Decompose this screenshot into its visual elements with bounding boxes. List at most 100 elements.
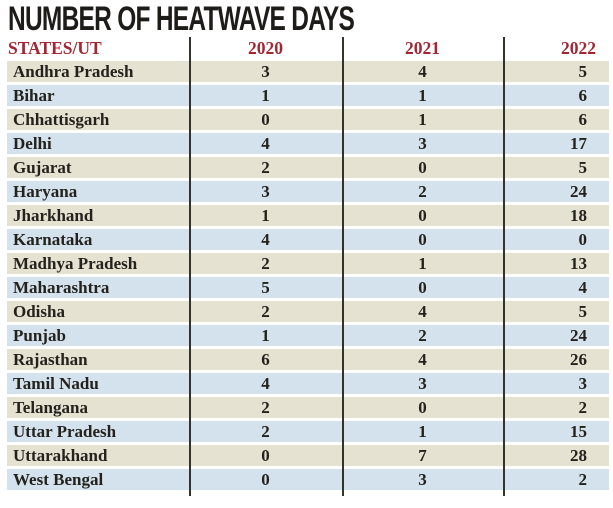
table-row: Madhya Pradesh 2 1 13: [7, 253, 609, 274]
value-cell: 3: [261, 182, 270, 201]
value-cell: 4: [418, 302, 427, 321]
state-name: Madhya Pradesh: [13, 254, 138, 273]
state-name: Delhi: [13, 134, 52, 153]
value-cell: 24: [570, 326, 587, 345]
state-name: Gujarat: [13, 158, 72, 177]
value-cell: 28: [570, 446, 587, 465]
table-row: Tamil Nadu 4 3 3: [7, 373, 609, 394]
value-cell: 4: [578, 278, 588, 297]
value-cell: 2: [261, 422, 270, 441]
value-cell: 1: [261, 206, 270, 225]
value-cell: 3: [418, 134, 427, 153]
table-row: Haryana 3 2 24: [7, 181, 609, 202]
value-cell: 3: [261, 62, 270, 81]
table-row: Gujarat 2 0 5: [7, 157, 609, 178]
value-cell: 2: [261, 158, 270, 177]
state-name: Rajasthan: [13, 350, 88, 369]
state-name: Chhattisgarh: [13, 110, 110, 129]
state-name: Telangana: [13, 398, 88, 417]
table-row: Maharashtra 5 0 4: [7, 277, 609, 298]
table-header-row: STATES/UT 2020 2021 2022: [7, 37, 609, 61]
value-cell: 0: [261, 446, 270, 465]
state-name: Uttar Pradesh: [13, 422, 117, 441]
value-cell: 3: [418, 374, 427, 393]
value-cell: 0: [418, 398, 427, 417]
value-cell: 2: [418, 182, 427, 201]
value-cell: 3: [418, 470, 427, 489]
state-name: Punjab: [13, 326, 66, 345]
table-row: Rajasthan 6 4 26: [7, 349, 609, 370]
value-cell: 6: [578, 86, 588, 105]
value-cell: 6: [578, 110, 588, 129]
column-header-states: STATES/UT: [8, 38, 102, 58]
value-cell: 0: [261, 110, 270, 129]
value-cell: 15: [570, 422, 587, 441]
value-cell: 5: [578, 158, 588, 177]
table-row: Chhattisgarh 0 1 6: [7, 109, 609, 130]
value-cell: 1: [261, 326, 270, 345]
value-cell: 2: [578, 398, 588, 417]
value-cell: 0: [261, 470, 270, 489]
page-title: NUMBER OF HEATWAVE DAYS: [8, 0, 355, 38]
chart-title-bar: NUMBER OF HEATWAVE DAYS: [8, 0, 613, 38]
column-header-2022: 2022: [561, 38, 596, 58]
value-cell: 0: [418, 158, 427, 177]
table-row: Jharkhand 1 0 18: [7, 205, 609, 226]
value-cell: 0: [418, 278, 427, 297]
value-cell: 3: [578, 374, 588, 393]
value-cell: 7: [418, 446, 427, 465]
column-divider-3: [503, 37, 505, 496]
table-row: Uttarakhand 0 7 28: [7, 445, 609, 466]
table-row: West Bengal 0 3 2: [7, 469, 609, 490]
table-body: Andhra Pradesh 3 4 5 Bihar 1 1 6 Chhattisgarh 0 1 6…: [7, 61, 609, 490]
column-divider-2: [342, 37, 344, 496]
state-name: Uttarakhand: [13, 446, 108, 465]
value-cell: 1: [261, 86, 270, 105]
state-name: Haryana: [13, 182, 78, 201]
value-cell: 13: [570, 254, 587, 273]
state-name: Andhra Pradesh: [13, 62, 134, 81]
value-cell: 2: [578, 470, 588, 489]
state-name: Bihar: [13, 86, 55, 105]
value-cell: 4: [418, 350, 427, 369]
table-row: Telangana 2 0 2: [7, 397, 609, 418]
state-name: Maharashtra: [13, 278, 110, 297]
value-cell: 4: [418, 62, 427, 81]
table-row: Delhi 4 3 17: [7, 133, 609, 154]
value-cell: 5: [261, 278, 270, 297]
value-cell: 1: [418, 422, 427, 441]
table-row: Andhra Pradesh 3 4 5: [7, 61, 609, 82]
value-cell: 4: [261, 134, 270, 153]
state-name: Jharkhand: [13, 206, 94, 225]
state-name: Karnataka: [13, 230, 93, 249]
value-cell: 2: [261, 398, 270, 417]
table-row: Odisha 2 4 5: [7, 301, 609, 322]
value-cell: 0: [418, 206, 427, 225]
value-cell: 2: [261, 254, 270, 273]
value-cell: 26: [570, 350, 587, 369]
value-cell: 2: [261, 302, 270, 321]
state-name: West Bengal: [13, 470, 104, 489]
table-row: Karnataka 4 0 0: [7, 229, 609, 250]
value-cell: 1: [418, 254, 427, 273]
value-cell: 5: [578, 62, 588, 81]
value-cell: 2: [418, 326, 427, 345]
value-cell: 1: [418, 110, 427, 129]
table-row: Uttar Pradesh 2 1 15: [7, 421, 609, 442]
column-header-2020: 2020: [248, 38, 283, 58]
value-cell: 4: [261, 230, 270, 249]
state-name: Tamil Nadu: [13, 374, 99, 393]
value-cell: 4: [261, 374, 270, 393]
value-cell: 6: [261, 350, 270, 369]
value-cell: 17: [570, 134, 587, 153]
state-name: Odisha: [13, 302, 65, 321]
heatwave-table: STATES/UT 2020 2021 2022 Andhra Pradesh 3…: [7, 37, 609, 496]
value-cell: 24: [570, 182, 587, 201]
column-header-2021: 2021: [405, 38, 440, 58]
column-divider-1: [189, 37, 191, 496]
table-row: Bihar 1 1 6: [7, 85, 609, 106]
value-cell: 0: [578, 230, 588, 249]
value-cell: 0: [418, 230, 427, 249]
value-cell: 1: [418, 86, 427, 105]
value-cell: 18: [570, 206, 587, 225]
